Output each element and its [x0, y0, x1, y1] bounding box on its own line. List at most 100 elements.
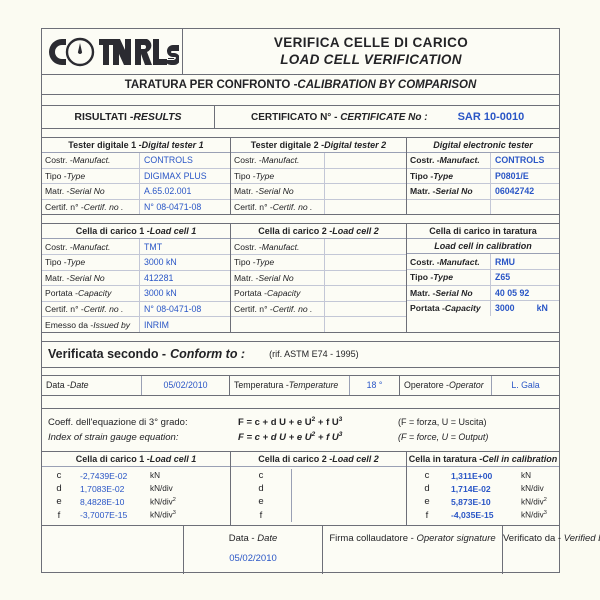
- table-row: Costr. - Manufact. CONTROLS: [407, 153, 559, 169]
- title-italian: VERIFICA CELLE DI CARICO: [273, 35, 469, 51]
- load-cell-1-title-italian: Cella di carico 1 -: [75, 226, 150, 237]
- document-subtitle: TARATURA PER CONFRONTO - CALIBRATION BY …: [42, 75, 559, 95]
- capacity-value: 3000: [495, 303, 515, 314]
- table-row: Tipo - Type 3000 kN: [42, 254, 230, 271]
- coefficient-symbol: d: [258, 483, 264, 495]
- equation-label-english: Index of strain gauge equation:: [48, 431, 179, 443]
- conform-label-english: Conform to :: [170, 347, 246, 362]
- row-value: [325, 184, 406, 199]
- table-row: Portata - Capacity: [231, 286, 406, 302]
- results-bar: RISULTATI - RESULTS CERTIFICATO N° - CER…: [42, 106, 559, 129]
- tester-1-title-english: Digital tester 1: [141, 140, 204, 150]
- row-value: 3000 kN: [144, 257, 177, 268]
- coefficients-2-symbols: c d e f: [231, 469, 291, 522]
- temperature-value: 18 °: [350, 375, 400, 395]
- table-row: Tipo - Type Z65: [407, 269, 559, 286]
- row-label: [231, 317, 325, 332]
- tester-3-title-english: Digital electronic tester: [433, 140, 533, 150]
- coefficient-value: -2,7439E-02: [80, 470, 128, 481]
- title-english: LOAD CELL VERIFICATION: [280, 51, 462, 67]
- load-cell-2-title: Cella di carico 2 - Load cell 2: [231, 224, 406, 240]
- load-cell-block-3: Cella di carico in taratura Load cell in…: [407, 224, 559, 332]
- tester-block-3: Digital electronic tester Costr. - Manuf…: [407, 138, 559, 215]
- row-label: Emesso da - Issued by: [42, 317, 140, 332]
- coefficients-2-title: Cella di carico 2 - Load cell 2: [231, 452, 406, 467]
- coefficients-2-empty-values: [291, 468, 406, 522]
- table-row: Tipo - Type: [231, 168, 406, 185]
- coefficient-unit: kN: [150, 471, 161, 481]
- coefficients-block-3: Cella in taratura - Cell in calibration …: [407, 452, 559, 525]
- coefficient-value: 8,4828E-10: [80, 496, 125, 507]
- date-value: 05/02/2010: [142, 375, 230, 395]
- row-value: CONTROLS: [144, 155, 193, 166]
- conform-label-italian: Verificata secondo -: [48, 347, 167, 362]
- row-value: TMT: [144, 241, 163, 252]
- coefficients-1-rows: c -2,7439E-02 kN d 1,7083E-02 kN/div e 8…: [42, 467, 230, 525]
- footer-operator-signature: Firma collaudatore - Operator signature: [323, 525, 503, 574]
- coefficients-section: Cella di carico 1 - Load cell 1 c -2,743…: [42, 451, 559, 526]
- row-value: P0801/E: [495, 170, 529, 181]
- row-value: Z65: [495, 272, 511, 283]
- footer-verified-label: Verificato da - Verified by: [503, 532, 600, 544]
- tester-block-2: Tester digitale 2 - Digital tester 2 Cos…: [231, 138, 407, 215]
- table-row: Certif. n° - Certif. no .: [231, 199, 406, 215]
- row-label: Portata - Capacity: [407, 301, 491, 316]
- row-value: [325, 239, 406, 254]
- table-row: Matr. - Serial No 412281: [42, 270, 230, 287]
- row-value: 40 05 92: [495, 287, 530, 298]
- date-temperature-operator-row: Data - Date 05/02/2010 Temperatura - Tem…: [42, 375, 559, 396]
- row-value: [325, 317, 406, 332]
- row-label: Costr. - Manufact.: [231, 153, 325, 168]
- coefficient-value: 1,311E+00: [451, 470, 493, 481]
- row-label: Tipo - Type: [407, 269, 491, 285]
- coefficient-value: 5,873E-10: [451, 496, 491, 507]
- equation-line-english: Index of strain gauge equation: F = c + …: [48, 430, 559, 445]
- row-label: Matr. - Serial No: [407, 285, 491, 301]
- row-value: [325, 200, 406, 215]
- coefficient-unit: kN/div: [521, 484, 544, 494]
- row-value: N° 08-0471-08: [144, 304, 202, 315]
- row-value: [325, 153, 406, 168]
- coefficients-3-title: Cella in taratura - Cell in calibration: [407, 452, 559, 467]
- load-cell-1-title-english: Load cell 1: [149, 226, 197, 237]
- temperature-label: Temperatura - Temperature: [230, 375, 350, 395]
- row-value: INRIM: [144, 319, 169, 330]
- table-row: Portata - Capacity 3000 kN: [407, 301, 559, 316]
- header-spacer: [42, 95, 559, 106]
- row-value: CONTROLS: [495, 155, 545, 166]
- table-row: Matr. - Serial No: [231, 270, 406, 287]
- load-cell-3-title-italian: Cella di carico in taratura: [407, 224, 559, 240]
- load-cell-1-title: Cella di carico 1 - Load cell 1: [42, 224, 230, 240]
- results-label-italian: RISULTATI -: [74, 111, 134, 123]
- certificate-label-english: CERTIFICATE No :: [340, 111, 428, 123]
- footer-date: Data - Date 05/02/2010: [183, 525, 323, 574]
- row-value: 06042742: [495, 186, 535, 197]
- row-value: 412281: [144, 272, 174, 283]
- row-label: Matr. - Serial No: [407, 184, 491, 199]
- row-label: Matr. - Serial No: [231, 270, 325, 286]
- row-label: Certif. n° - Certif. no .: [231, 199, 325, 215]
- row-value: 3000 kN: [144, 288, 177, 299]
- row-label: Tipo - Type: [42, 254, 140, 270]
- table-row: c: [231, 469, 291, 482]
- load-cell-2-title-english: Load cell 2: [332, 226, 379, 237]
- coefficient-symbol: c: [56, 470, 62, 482]
- tester-3-title: Digital electronic tester: [407, 138, 559, 153]
- document-header: VERIFICA CELLE DI CARICO LOAD CELL VERIF…: [42, 29, 559, 75]
- table-row: [231, 317, 406, 332]
- row-label: Costr. - Manufact.: [42, 153, 140, 168]
- certificate-number-value: SAR 10-0010: [457, 111, 525, 123]
- coefficient-symbol: e: [258, 496, 264, 508]
- row-value: N° 08-0471-08: [144, 202, 202, 213]
- coefficient-unit: kN/div: [150, 484, 173, 494]
- coefficient-symbol: c: [258, 470, 264, 482]
- conform-spacer: [42, 368, 559, 376]
- signature-footer: Data - Date 05/02/2010 Firma collaudator…: [42, 525, 600, 574]
- loadcells-spacer: [42, 333, 559, 342]
- results-label: RISULTATI - RESULTS: [42, 106, 215, 128]
- certificate-label: CERTIFICATO N° - CERTIFICATE No :: [251, 112, 428, 123]
- coefficient-unit: kN/div3: [521, 510, 547, 520]
- row-label: Matr. - Serial No: [42, 270, 140, 286]
- footer-left-blank: [42, 526, 183, 574]
- table-row: Costr. - Manufact. TMT: [42, 239, 230, 255]
